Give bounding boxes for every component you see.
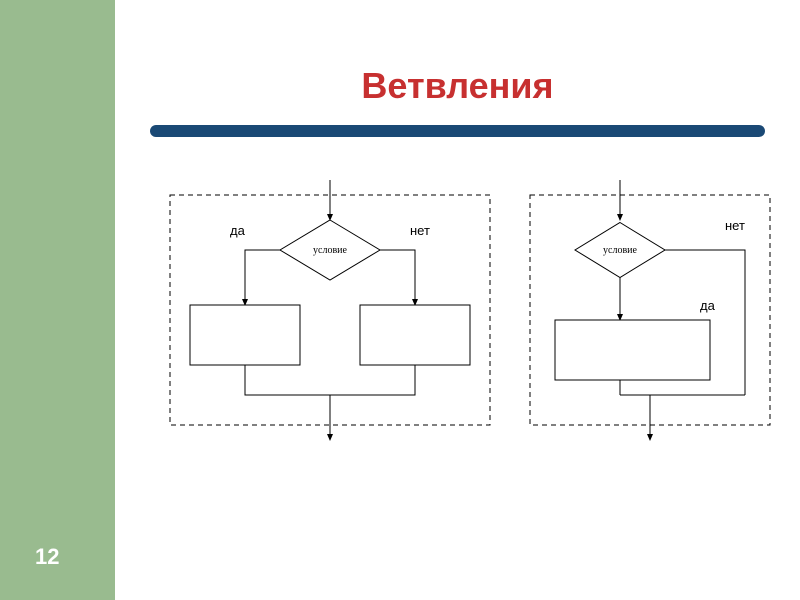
sidebar-accent xyxy=(0,0,115,600)
slide-content: Ветвления условиеданет условиенетда 12 xyxy=(115,0,800,600)
diagram-area: условие да нет условие нет да xyxy=(115,175,800,475)
slide-title: Ветвления xyxy=(115,65,800,107)
svg-text:условие: условие xyxy=(603,245,638,256)
flowchart-full-branch: условие да нет xyxy=(160,175,500,455)
page-number: 12 xyxy=(35,544,59,570)
svg-text:да: да xyxy=(700,298,716,313)
svg-text:нет: нет xyxy=(410,223,430,238)
svg-text:нет: нет xyxy=(725,218,745,233)
flowchart-short-branch: условие нет да xyxy=(520,175,780,455)
svg-text:условие: условие xyxy=(313,245,348,256)
svg-text:да: да xyxy=(230,223,246,238)
title-underline xyxy=(150,125,765,137)
